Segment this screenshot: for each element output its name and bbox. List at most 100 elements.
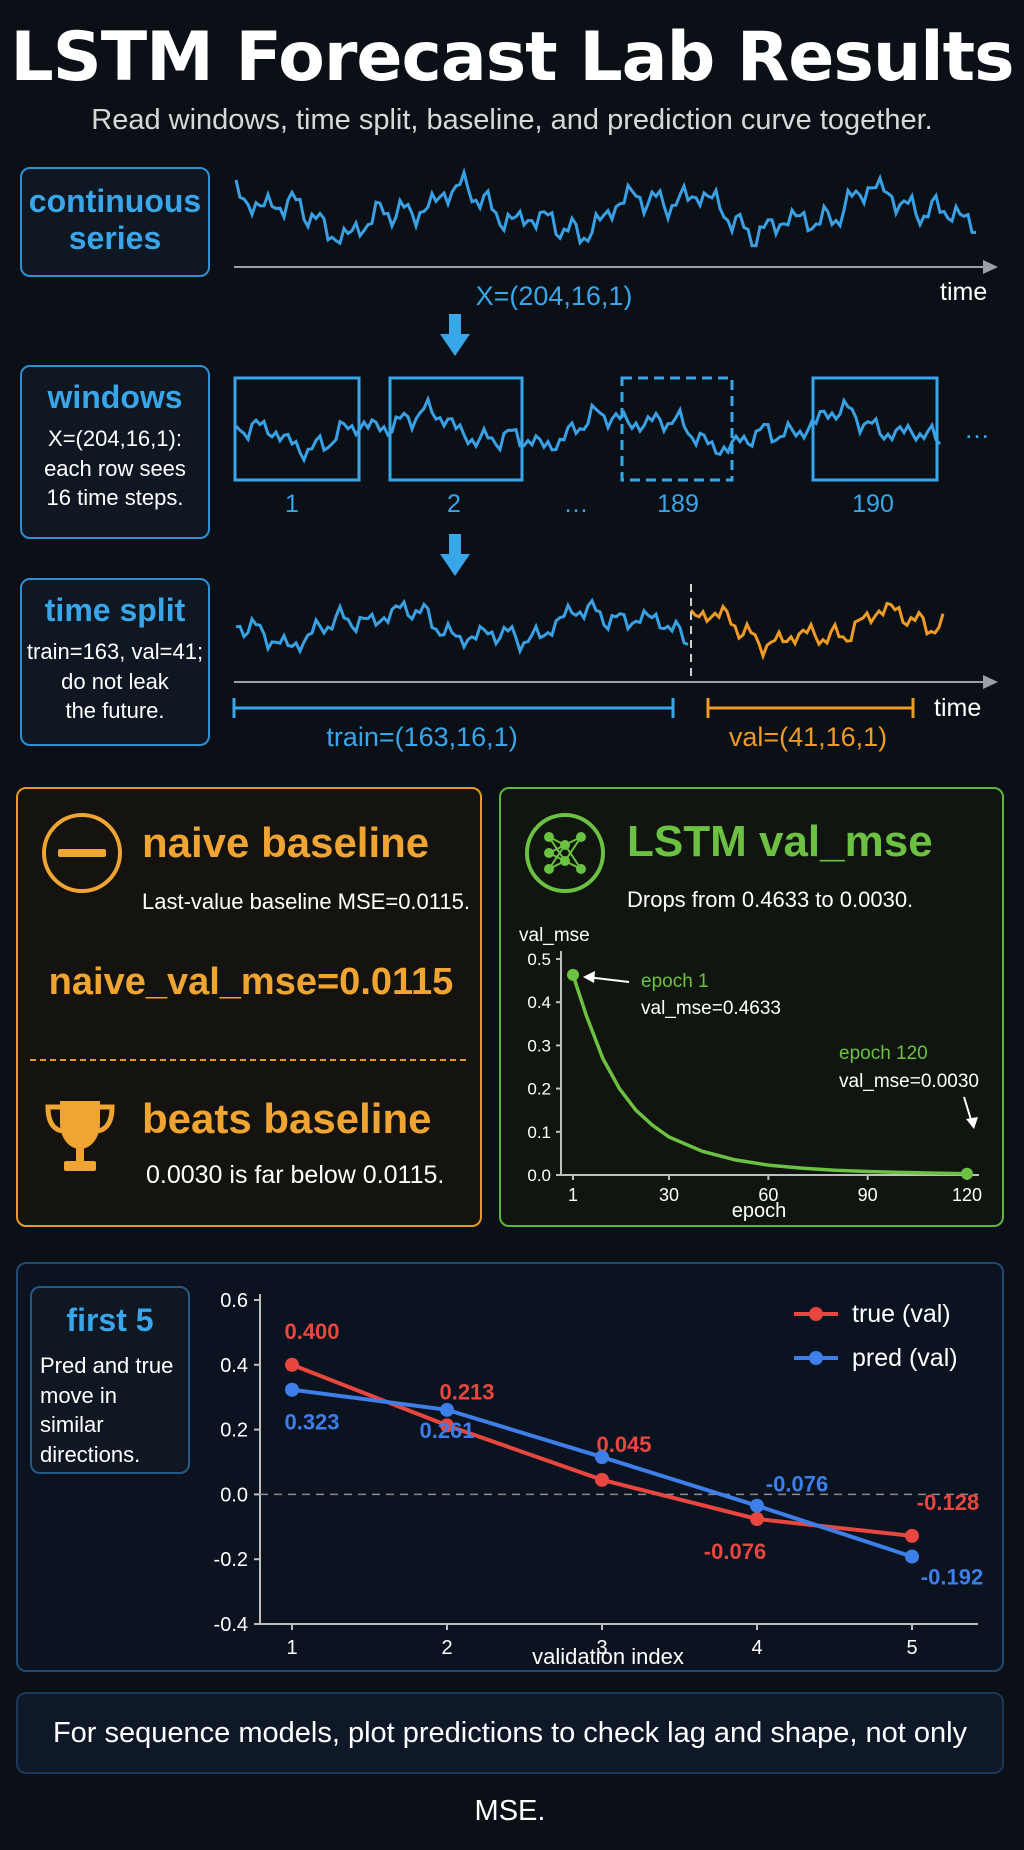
series-time-label: time xyxy=(940,278,987,306)
time-split-body-line2: do not leak xyxy=(61,668,169,694)
x-tick-label: 4 xyxy=(751,1637,762,1659)
windows-body-line2: each row sees xyxy=(44,455,186,481)
data-label: -0.128 xyxy=(917,1490,979,1515)
naive-baseline-card: naive baseline Last-value baseline MSE=0… xyxy=(16,787,482,1227)
lstm-val-mse-card: LSTM val_mse Drops from 0.4633 to 0.0030… xyxy=(499,787,1004,1227)
split-time-label: time xyxy=(934,694,981,722)
trophy-icon xyxy=(45,1101,115,1171)
val-series-line xyxy=(689,601,945,661)
y-tick-label: 0.3 xyxy=(527,1036,551,1055)
neural-network-icon xyxy=(525,813,605,893)
naive-val-mse-metric: naive_val_mse=0.0115 xyxy=(48,961,454,1003)
arrow-down-icon xyxy=(440,314,470,356)
continuous-series-label-line1: continuous xyxy=(28,183,202,219)
train-series-line xyxy=(235,597,689,656)
chart-xlabel: validation index xyxy=(532,1644,684,1668)
first-5-box: first 5 Pred and true move in similar di… xyxy=(30,1286,190,1474)
data-label: 0.323 xyxy=(284,1410,339,1435)
first-5-body-line3: directions. xyxy=(40,1442,141,1468)
window-box-1 xyxy=(233,376,361,482)
first-5-body-line1: Pred and true xyxy=(40,1353,174,1378)
data-label: -0.076 xyxy=(766,1472,828,1497)
time-split-body-line3: the future. xyxy=(65,698,165,724)
divider xyxy=(30,1059,466,1061)
legend-true-label: true (val) xyxy=(852,1300,951,1328)
window-box-189 xyxy=(620,376,734,482)
arrow-down-icon xyxy=(440,534,470,576)
annotation-epoch1-label: epoch 1 xyxy=(641,971,709,992)
y-tick-label: 0.2 xyxy=(527,1080,551,1099)
data-point-pred xyxy=(905,1549,919,1564)
data-point-true xyxy=(905,1528,919,1543)
y-tick-label: 0.1 xyxy=(527,1123,551,1142)
data-point-pred xyxy=(285,1382,299,1397)
x-tick-label: 30 xyxy=(659,1185,679,1205)
x-tick-label: 1 xyxy=(286,1637,297,1659)
x-tick-label: 90 xyxy=(858,1185,878,1205)
window-box-2 xyxy=(388,376,524,482)
time-split-box: time split train=163, val=41; do not lea… xyxy=(20,578,210,746)
y-tick-label: -0.2 xyxy=(214,1549,248,1571)
data-label: 0.400 xyxy=(284,1319,339,1344)
series-shape-label: X=(204,16,1) xyxy=(476,281,633,310)
window-label-ellipsis: … xyxy=(564,490,589,518)
val-mse-curve xyxy=(571,974,968,1176)
y-tick-label: 0.0 xyxy=(220,1484,248,1506)
prediction-chart: 0.60.40.20.0-0.2-0.41 2 3 4 5 0.4000.2130.04… xyxy=(214,1290,984,1668)
windows-heading: windows xyxy=(47,379,183,415)
chart-xlabel: epoch xyxy=(732,1200,787,1222)
window-box-190 xyxy=(811,376,939,482)
data-point-pred xyxy=(440,1402,454,1417)
windows-box: windows X=(204,16,1): each row sees 16 t… xyxy=(20,365,210,539)
annotation-epoch1-text: val_mse=0.4633 xyxy=(641,998,781,1019)
x-tick-label: 5 xyxy=(906,1637,917,1659)
time-split-heading: time split xyxy=(44,592,186,628)
legend-true-marker xyxy=(809,1307,823,1321)
epoch-1-point xyxy=(567,968,579,981)
minus-circle-icon xyxy=(42,813,122,893)
page-title: LSTM Forecast Lab Results xyxy=(10,18,1014,97)
windows-diagram: 1 2 … 189 190 … xyxy=(233,376,990,518)
time-axis-arrow-icon xyxy=(983,260,998,274)
time-axis-arrow-icon xyxy=(983,675,998,689)
time-split-body-line1: train=163, val=41; xyxy=(26,639,204,664)
naive-baseline-description: Last-value baseline MSE=0.0115. xyxy=(142,889,470,914)
x-tick-label: 3 xyxy=(596,1637,607,1659)
windows-series-line xyxy=(234,394,942,464)
y-tick-label: 0.5 xyxy=(527,950,551,969)
y-tick-label: 0.6 xyxy=(220,1290,248,1312)
window-label-190: 190 xyxy=(852,490,894,518)
chart-ylabel: val_mse xyxy=(519,925,590,946)
first-5-heading: first 5 xyxy=(66,1302,154,1338)
time-split-diagram: time train=(163,16,1) val=(41,16,1) xyxy=(232,584,998,752)
continuous-series-box: continuous series xyxy=(20,167,210,277)
annotation-arrow-icon xyxy=(583,971,595,983)
window-label-189: 189 xyxy=(657,490,699,518)
legend-pred-label: pred (val) xyxy=(852,1344,958,1372)
windows-body-line1: X=(204,16,1): xyxy=(48,426,182,451)
x-tick-label: 1 xyxy=(568,1185,578,1205)
epoch-120-point xyxy=(961,1167,973,1180)
data-label: -0.192 xyxy=(921,1565,983,1590)
annotation-epoch120-label: epoch 120 xyxy=(839,1043,928,1064)
lstm-val-mse-description: Drops from 0.4633 to 0.0030. xyxy=(627,887,914,912)
data-point-true xyxy=(750,1512,764,1527)
data-point-true xyxy=(285,1357,299,1372)
legend: true (val) pred (val) xyxy=(794,1300,958,1372)
continuous-series-diagram: X=(204,16,1) time xyxy=(234,167,998,310)
beats-baseline-text: 0.0030 is far below 0.0115. xyxy=(146,1161,445,1189)
data-point-true xyxy=(440,1418,454,1433)
lstm-val-mse-chart: val_mse epoch 0.0 0.1 0.2 0.3 0.4 0.5 1 30 60 90 1… xyxy=(519,925,982,1222)
windows-body-line3: 16 time steps. xyxy=(46,485,184,511)
data-point-pred xyxy=(750,1498,764,1513)
data-point-pred xyxy=(595,1450,609,1465)
footer-note: For sequence models, plot predictions to… xyxy=(16,1692,1004,1827)
beats-baseline-title: beats baseline xyxy=(142,1095,432,1142)
y-tick-label: 0.4 xyxy=(220,1355,248,1377)
annotation-epoch120-text: val_mse=0.0030 xyxy=(839,1071,979,1092)
data-label: 0.213 xyxy=(439,1379,494,1404)
y-tick-label: 0.2 xyxy=(220,1420,248,1442)
data-label: 0.261 xyxy=(419,1418,474,1443)
continuous-series-label-line2: series xyxy=(68,220,162,256)
val-shape-label: val=(41,16,1) xyxy=(729,722,887,752)
